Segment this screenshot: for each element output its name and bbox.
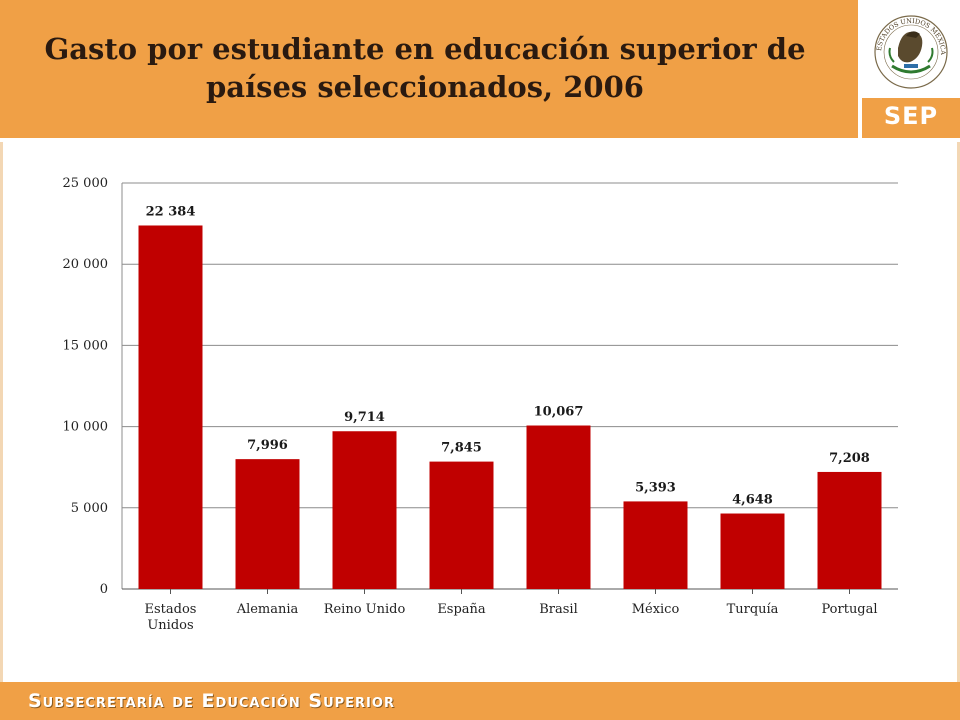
page-title: Gasto por estudiante en educación superi… bbox=[20, 30, 830, 106]
sep-logo: SEP bbox=[862, 98, 960, 138]
footer-banner: Subsecretaría de Educación Superior bbox=[0, 682, 960, 720]
y-tick-label: 15 000 bbox=[63, 338, 109, 353]
chart-area: 0 5 000 10 000 15 000 20 000 25 000 22 384 Esta… bbox=[0, 142, 960, 682]
mexican-seal-logo: ESTADOS UNIDOS MEXICANOS bbox=[859, 0, 960, 98]
category-label: España bbox=[437, 602, 486, 617]
y-tick-label: 0 bbox=[100, 582, 108, 597]
y-tick-label: 20 000 bbox=[63, 257, 109, 272]
title-banner: Gasto por estudiante en educación superi… bbox=[0, 0, 858, 138]
y-tick-label: 10 000 bbox=[63, 420, 109, 435]
category-label: Brasil bbox=[539, 602, 578, 617]
eagle-seal-icon: ESTADOS UNIDOS MEXICANOS bbox=[859, 0, 948, 89]
bar bbox=[817, 471, 882, 589]
category-label: Reino Unido bbox=[324, 602, 406, 617]
title-line-1: Gasto por estudiante en educación superi… bbox=[44, 32, 806, 66]
bar bbox=[623, 501, 688, 589]
data-label: 4,648 bbox=[732, 493, 773, 508]
data-label: 22 384 bbox=[146, 204, 196, 219]
y-tick-label: 25 000 bbox=[63, 176, 109, 191]
data-label: 7,208 bbox=[829, 451, 870, 466]
header-divider bbox=[0, 138, 960, 142]
data-label: 7,996 bbox=[247, 438, 288, 453]
bar bbox=[235, 459, 300, 589]
category-label: Portugal bbox=[821, 602, 877, 617]
data-label: 5,393 bbox=[635, 480, 676, 495]
data-label: 9,714 bbox=[344, 410, 385, 425]
data-label: 7,845 bbox=[441, 441, 482, 456]
bar bbox=[720, 513, 785, 589]
y-tick-label: 5 000 bbox=[71, 501, 108, 516]
left-border bbox=[0, 142, 3, 682]
category-label: Turquía bbox=[727, 602, 779, 617]
title-line-2: países seleccionados, 2006 bbox=[206, 70, 644, 104]
bar bbox=[332, 431, 397, 589]
right-border bbox=[957, 142, 960, 682]
bar-chart: 0 5 000 10 000 15 000 20 000 25 000 22 384 Esta… bbox=[63, 176, 898, 633]
category-label: Alemania bbox=[236, 602, 299, 617]
category-label: México bbox=[632, 602, 680, 617]
bar bbox=[429, 461, 494, 589]
sep-label: SEP bbox=[883, 102, 939, 130]
footer-text: Subsecretaría de Educación Superior bbox=[28, 690, 395, 712]
bar bbox=[526, 425, 591, 589]
bar bbox=[138, 225, 203, 590]
data-label: 10,067 bbox=[534, 405, 584, 420]
category-label: Estados Unidos bbox=[145, 602, 197, 633]
